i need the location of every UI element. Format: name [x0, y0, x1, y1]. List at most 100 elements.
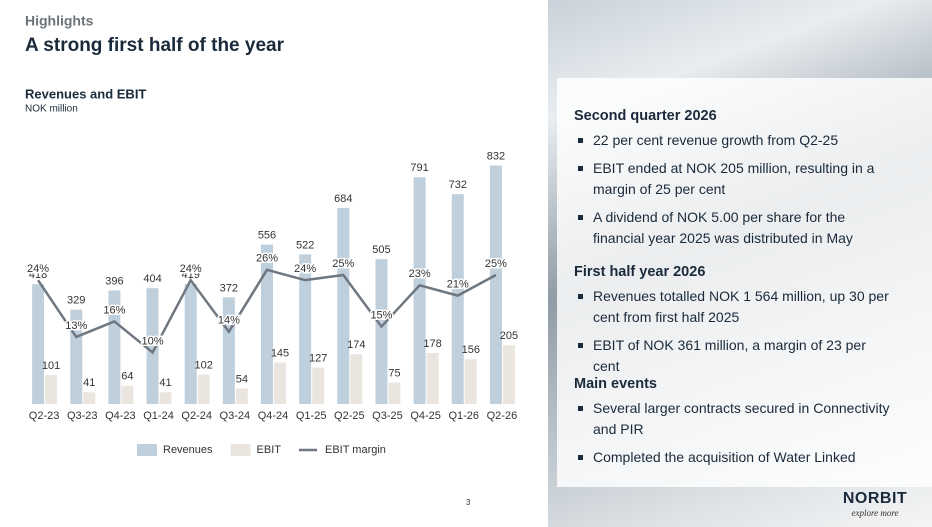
bar	[299, 254, 312, 404]
legend-swatch	[230, 444, 251, 456]
bar	[121, 385, 134, 404]
bar	[45, 375, 58, 404]
bullet: Several larger contracts secured in Conn…	[574, 398, 893, 440]
value-label: 102	[195, 360, 213, 372]
section-heading: First half year 2026	[574, 264, 706, 280]
margin-label: 24%	[294, 263, 316, 275]
value-label: 684	[334, 193, 352, 205]
bar	[184, 283, 197, 404]
value-label: 41	[159, 377, 171, 389]
page-number: 3	[466, 498, 471, 507]
value-label: 101	[42, 360, 60, 372]
bar	[83, 392, 96, 404]
x-tick-label: Q2-24	[181, 410, 212, 422]
value-label: 556	[258, 230, 276, 242]
bar	[159, 392, 172, 404]
value-label: 145	[271, 347, 289, 359]
bullet: A dividend of NOK 5.00 per share for the…	[574, 207, 893, 249]
bar	[426, 352, 439, 404]
margin-label: 15%	[370, 310, 392, 322]
value-label: 505	[372, 244, 390, 256]
value-label: 174	[347, 339, 365, 351]
bar	[222, 297, 235, 404]
value-label: 178	[423, 338, 441, 350]
margin-label: 25%	[332, 258, 354, 270]
kicker: Highlights	[25, 13, 94, 29]
logo-tagline: explore more	[851, 508, 899, 518]
value-label: 832	[487, 150, 505, 162]
chart-subtitle: NOK million	[25, 104, 78, 115]
x-tick-label: Q3-25	[372, 410, 403, 422]
value-label: 396	[105, 275, 123, 287]
margin-label: 23%	[409, 268, 431, 280]
legend-label: Revenues	[163, 444, 213, 456]
value-label: 791	[410, 162, 428, 174]
bar	[451, 194, 464, 404]
value-label: 418	[29, 269, 47, 281]
value-label: 522	[296, 239, 314, 251]
x-tick-label: Q4-23	[105, 410, 136, 422]
value-label: 419	[182, 269, 200, 281]
margin-label: 26%	[256, 253, 278, 265]
section-heading: Main events	[574, 376, 657, 392]
bar	[388, 382, 401, 404]
x-tick-label: Q1-24	[143, 410, 174, 422]
bar	[489, 165, 502, 404]
legend-swatch	[137, 444, 157, 456]
x-tick-label: Q3-24	[220, 410, 251, 422]
bar	[261, 244, 273, 404]
bar	[108, 290, 121, 404]
logo: NORBIT explore more	[835, 490, 915, 518]
margin-label: 21%	[447, 279, 469, 291]
x-tick-label: Q1-25	[296, 410, 327, 422]
margin-label: 16%	[103, 304, 125, 316]
value-label: 75	[388, 367, 400, 379]
x-tick-label: Q3-23	[67, 410, 98, 422]
bar	[413, 177, 426, 404]
x-tick-label: Q1-26	[448, 410, 479, 422]
margin-label: 13%	[65, 320, 87, 332]
bar	[32, 284, 45, 404]
bullet: EBIT of NOK 361 million, a margin of 23 …	[574, 335, 893, 377]
chart: Highlights A strong first half of the ye…	[25, 13, 518, 507]
bullet: Revenues totalled NOK 1 564 million, up …	[574, 286, 893, 328]
bar	[464, 359, 477, 404]
slide-title: A strong first half of the year	[25, 35, 285, 56]
panel-section: Main events Several larger contracts secu…	[574, 376, 914, 475]
bar	[375, 259, 388, 404]
margin-label: 10%	[142, 335, 164, 347]
value-label: 64	[121, 371, 133, 383]
value-label: 372	[220, 282, 238, 294]
panel-section: Second quarter 2026 22 per cent revenue g…	[574, 108, 914, 256]
logo-name: NORBIT	[842, 490, 908, 507]
chart-title: Revenues and EBIT	[25, 86, 146, 101]
bullet-list: Several larger contracts secured in Conn…	[574, 398, 914, 468]
bar	[502, 345, 515, 404]
value-label: 329	[67, 295, 85, 307]
bar	[312, 367, 325, 404]
bar	[146, 288, 159, 404]
bar	[274, 362, 286, 404]
legend-label: EBIT	[257, 444, 282, 456]
value-label: 127	[309, 352, 327, 364]
bullet-list: 22 per cent revenue growth from Q2-25 EBI…	[574, 130, 914, 249]
x-tick-label: Q4-25	[410, 410, 441, 422]
bullet: Completed the acquisition of Water Linke…	[574, 447, 893, 468]
value-label: 205	[500, 330, 518, 342]
margin-label: 14%	[218, 315, 240, 327]
bar	[197, 374, 210, 404]
x-tick-label: Q4-24	[258, 410, 289, 422]
panel-section: First half year 2026 Revenues totalled NO…	[574, 264, 914, 384]
value-label: 41	[83, 377, 95, 389]
text-panel: Second quarter 2026 22 per cent revenue g…	[557, 78, 932, 487]
margin-label: 25%	[485, 258, 507, 270]
x-tick-label: Q2-23	[29, 410, 60, 422]
value-label: 404	[143, 273, 161, 285]
section-heading: Second quarter 2026	[574, 108, 717, 124]
bar	[235, 388, 248, 404]
margin-line	[37, 268, 497, 355]
value-label: 732	[449, 179, 467, 191]
margin-label: 24%	[27, 263, 49, 275]
margin-label: 24%	[180, 263, 202, 275]
